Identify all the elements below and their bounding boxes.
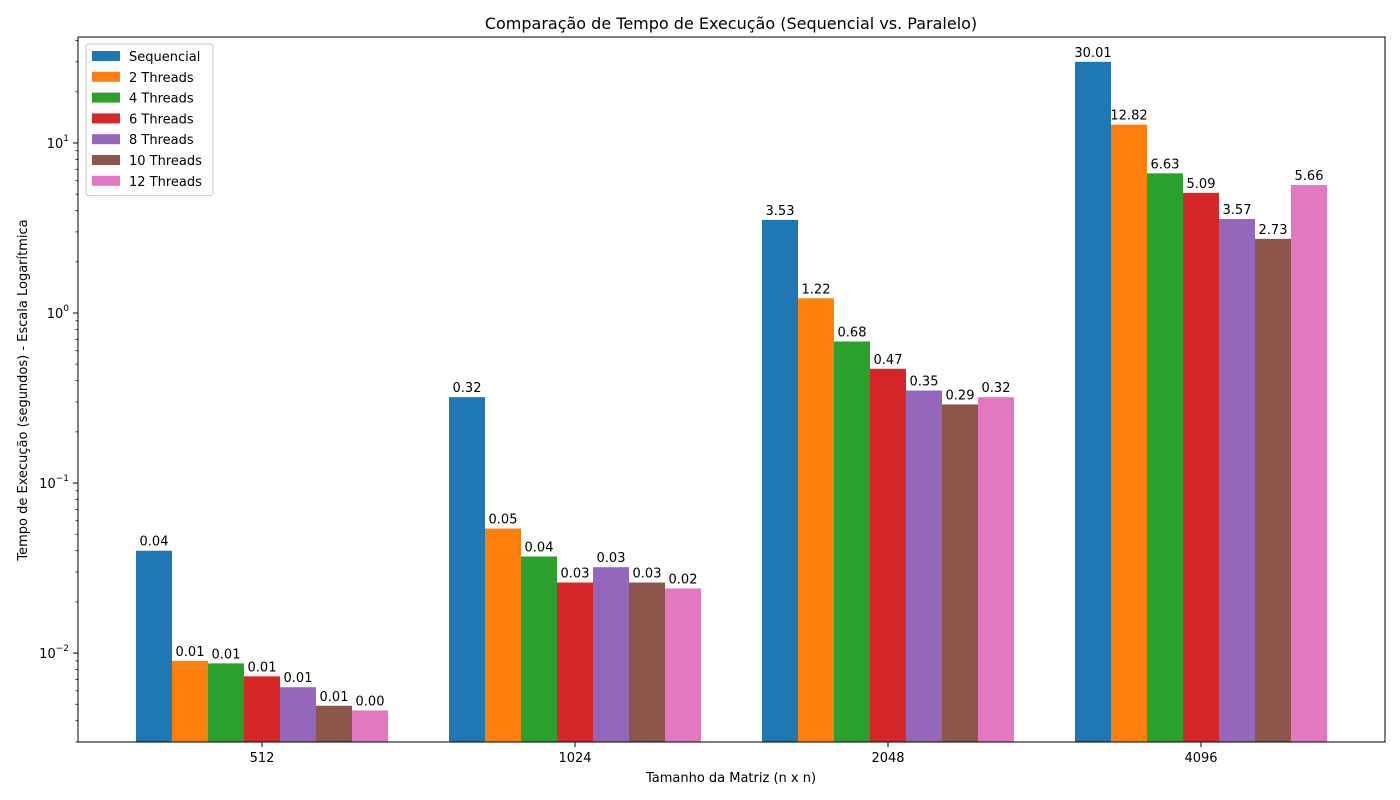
bar-12-threads-4096 (1291, 185, 1327, 742)
bar-value-label: 0.01 (212, 647, 241, 662)
bar-value-label: 5.66 (1295, 169, 1324, 184)
bars-layer (136, 61, 1327, 743)
x-tick-label: 2048 (871, 751, 904, 766)
y-tick-label: 101 (47, 134, 69, 152)
bar-2-threads-1024 (485, 528, 521, 742)
bar-4-threads-1024 (521, 556, 557, 742)
bar-10-threads-4096 (1255, 238, 1291, 742)
bar-12-threads-2048 (978, 397, 1014, 742)
bar-sequencial-512 (136, 550, 172, 742)
bar-10-threads-1024 (629, 582, 665, 742)
bar-value-labels: 0.04 0.32 3.53 30.01 0.01 0.05 1.22 12.82 0.01 0.… (140, 46, 1324, 710)
legend-entry-label: 4 Threads (129, 92, 194, 107)
axes: 512 1024 2048 4096 10−2 10−1 100 101 (39, 36, 1386, 766)
bar-8-threads-512 (280, 687, 316, 742)
bar-value-label: 0.04 (525, 540, 554, 555)
bar-value-label: 12.82 (1110, 109, 1147, 124)
y-tick-label: 10−2 (39, 644, 69, 662)
bar-12-threads-1024 (665, 588, 701, 742)
bar-2-threads-2048 (798, 298, 834, 742)
bar-sequencial-2048 (762, 219, 798, 742)
bar-12-threads-512 (352, 710, 388, 742)
bar-value-label: 0.35 (910, 375, 939, 390)
bar-10-threads-2048 (942, 404, 978, 742)
bar-value-label: 0.32 (982, 381, 1011, 396)
chart-title: Comparação de Tempo de Execução (Sequenc… (485, 14, 977, 33)
bar-8-threads-1024 (593, 567, 629, 742)
bar-sequencial-1024 (449, 397, 485, 742)
bar-6-threads-1024 (557, 582, 593, 742)
bar-value-label: 0.02 (669, 572, 698, 587)
x-tick-label: 1024 (558, 751, 591, 766)
bar-value-label: 3.57 (1223, 203, 1252, 218)
bar-2-threads-512 (172, 660, 208, 742)
bar-6-threads-4096 (1183, 192, 1219, 743)
bar-6-threads-2048 (870, 368, 906, 742)
legend-swatch (92, 51, 120, 61)
bar-value-label: 5.09 (1187, 177, 1216, 192)
legend-entry-label: 10 Threads (129, 154, 202, 169)
legend-swatch (92, 71, 120, 82)
legend-entry-label: 12 Threads (129, 175, 202, 190)
bar-value-label: 3.53 (766, 204, 795, 219)
bar-value-label: 0.01 (284, 671, 313, 686)
y-axis-label: Tempo de Execução (segundos) - Escala Lo… (16, 219, 31, 561)
x-axis-label: Tamanho da Matriz (n x n) (645, 771, 816, 786)
bar-value-label: 6.63 (1151, 157, 1180, 172)
bar-value-label: 0.01 (176, 645, 205, 660)
bar-6-threads-512 (244, 676, 280, 742)
bar-8-threads-4096 (1219, 219, 1255, 743)
plot-frame (77, 36, 1386, 743)
bar-4-threads-4096 (1147, 173, 1183, 742)
x-tick-label: 4096 (1184, 751, 1217, 766)
y-tick-label: 10−1 (39, 474, 69, 492)
bar-value-label: 0.03 (633, 567, 662, 582)
legend-swatch (92, 92, 120, 103)
bar-value-label: 2.73 (1259, 223, 1288, 238)
bar-2-threads-4096 (1111, 124, 1147, 742)
legend-entry-label: 8 Threads (129, 133, 194, 148)
bar-value-label: 0.32 (453, 381, 482, 396)
legend-entry-label: 6 Threads (129, 112, 194, 127)
bar-value-label: 0.05 (489, 513, 518, 528)
bar-4-threads-2048 (834, 341, 870, 742)
bar-value-label: 0.01 (320, 690, 349, 705)
bar-value-label: 1.22 (802, 282, 831, 297)
bar-value-label: 0.03 (561, 567, 590, 582)
legend-swatch (92, 175, 120, 186)
bar-10-threads-512 (316, 705, 352, 742)
bar-value-label: 0.03 (597, 551, 626, 566)
legend-entry-label: Sequencial (129, 50, 200, 65)
x-tick-label: 512 (250, 751, 275, 766)
legend-swatch (92, 134, 120, 145)
bar-value-label: 0.00 (356, 694, 385, 709)
bar-value-label: 0.68 (838, 325, 867, 340)
y-tick-label: 100 (47, 304, 70, 322)
legend-entry-label: 2 Threads (129, 71, 194, 86)
legend: Sequencial 2 Threads 4 Threads 6 Threads 8 T… (85, 43, 214, 197)
bar-value-label: 0.47 (874, 353, 903, 368)
bar-value-label: 0.29 (946, 388, 975, 403)
bar-value-label: 0.01 (248, 660, 277, 675)
bar-sequencial-4096 (1075, 61, 1111, 742)
bar-value-label: 30.01 (1074, 46, 1111, 61)
legend-swatch (92, 155, 120, 165)
bar-8-threads-2048 (906, 390, 942, 742)
bar-4-threads-512 (208, 663, 244, 742)
legend-swatch (92, 113, 120, 124)
bar-value-label: 0.04 (140, 535, 169, 550)
